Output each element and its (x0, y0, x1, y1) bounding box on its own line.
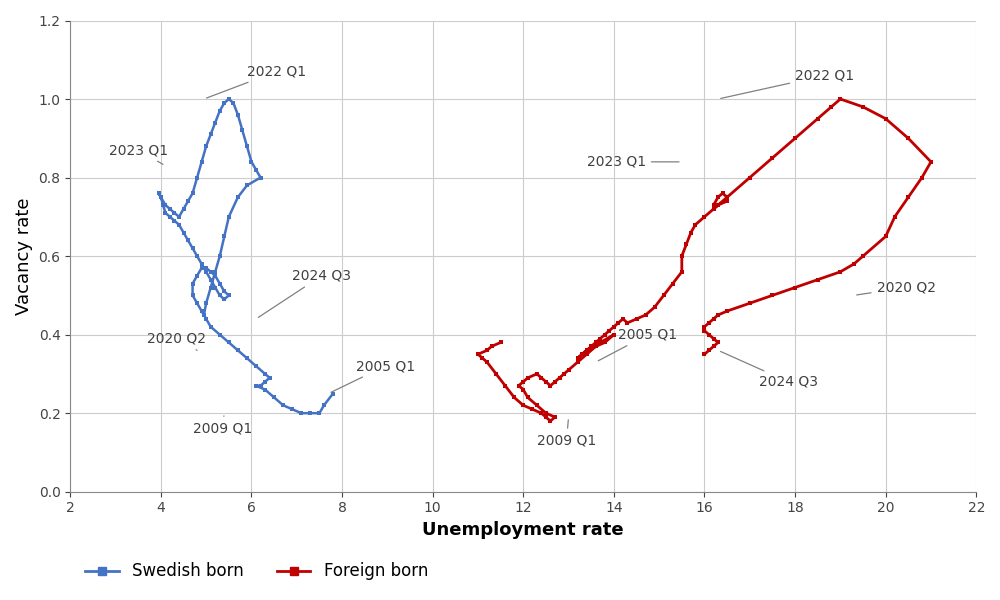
Text: 2023 Q1: 2023 Q1 (587, 155, 679, 169)
Text: 2009 Q1: 2009 Q1 (193, 416, 252, 436)
Legend: Swedish born, Foreign born: Swedish born, Foreign born (79, 556, 435, 587)
Text: 2024 Q3: 2024 Q3 (721, 352, 818, 389)
Text: 2020 Q2: 2020 Q2 (857, 281, 936, 295)
Text: 2023 Q1: 2023 Q1 (109, 143, 168, 164)
Text: 2022 Q1: 2022 Q1 (721, 68, 854, 98)
Text: 2009 Q1: 2009 Q1 (537, 420, 596, 448)
Text: 2022 Q1: 2022 Q1 (207, 65, 306, 98)
X-axis label: Unemployment rate: Unemployment rate (422, 521, 624, 539)
Text: 2020 Q2: 2020 Q2 (147, 332, 206, 350)
Text: 2005 Q1: 2005 Q1 (331, 359, 415, 392)
Text: 2024 Q3: 2024 Q3 (258, 269, 351, 317)
Text: 2005 Q1: 2005 Q1 (598, 328, 678, 361)
Y-axis label: Vacancy rate: Vacancy rate (15, 197, 33, 315)
